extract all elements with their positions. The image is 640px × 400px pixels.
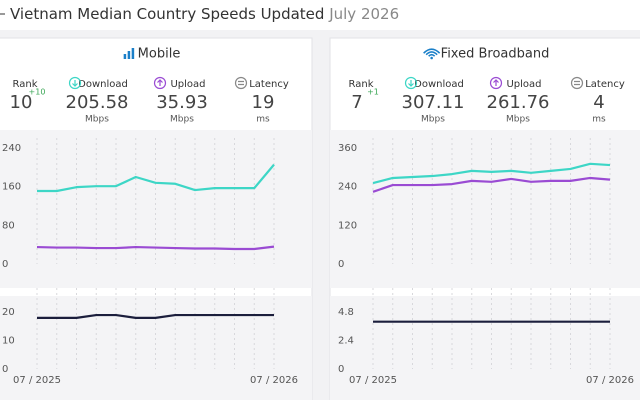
title: Vietnam Median Country Speeds Updated <box>10 5 324 23</box>
stat-value: 35.93 <box>156 92 208 113</box>
stat-icon <box>238 80 244 86</box>
stat-value: 4 <box>593 92 604 113</box>
y-tick-label: 0 <box>338 259 344 270</box>
x-tick-label: 07 / 2026 <box>586 375 634 386</box>
line-series <box>37 313 274 319</box>
stat-value: 205.58 <box>66 92 129 113</box>
stat-value: 261.76 <box>487 92 550 113</box>
stat-label: Download <box>78 79 128 90</box>
stat-label: Latency <box>249 79 289 90</box>
panel-title: Fixed Broadband <box>441 47 550 62</box>
rank-value: 7 <box>351 92 362 113</box>
title-date: July 2026 <box>328 5 399 23</box>
stat-label: Download <box>414 79 464 90</box>
line-series <box>372 176 611 193</box>
y-tick-label: 120 <box>338 220 357 231</box>
latency-plot-bg <box>330 296 640 400</box>
stat-icon <box>234 76 248 90</box>
stat-unit: Mbps <box>421 115 445 125</box>
stat-icon <box>404 76 418 90</box>
stat-unit: Mbps <box>506 115 530 125</box>
y-tick-label: 20 <box>2 307 15 318</box>
stat-icon <box>570 76 584 90</box>
y-tick-label: 240 <box>2 143 21 154</box>
y-tick-label: 80 <box>2 220 15 231</box>
rank-label: Rank <box>349 79 374 90</box>
page-title: Vietnam Median Country Speeds Updated Ju… <box>10 5 399 23</box>
y-tick-label: 0 <box>338 364 344 375</box>
x-tick-label: 07 / 2025 <box>349 375 397 386</box>
y-tick-label: 0 <box>2 259 8 270</box>
stat-icon <box>493 79 499 86</box>
line-series <box>37 163 275 193</box>
stat-label: Latency <box>585 79 625 90</box>
stat-label: Upload <box>506 79 541 90</box>
speed-plot-bg <box>330 130 640 288</box>
stat-value: 19 <box>252 92 275 113</box>
line-series <box>372 162 611 185</box>
stat-icon <box>574 80 580 86</box>
wifi-icon <box>430 56 433 60</box>
rank-label: Rank <box>13 79 38 90</box>
stat-icon <box>408 80 414 87</box>
stat-unit: ms <box>592 115 606 125</box>
stat-icon <box>72 80 78 87</box>
signal-icon <box>131 48 135 59</box>
y-tick-label: 240 <box>338 182 357 193</box>
panel-title: Mobile <box>138 47 181 62</box>
signal-icon <box>127 51 131 59</box>
wifi-icon <box>425 51 438 56</box>
rank-change: +10 <box>29 88 46 97</box>
y-tick-label: 4.8 <box>338 307 354 318</box>
stat-unit: ms <box>256 115 270 125</box>
stat-label: Upload <box>170 79 205 90</box>
stat-icon <box>68 76 82 90</box>
y-tick-label: 2.4 <box>338 336 354 347</box>
rank-value: 10 <box>10 92 33 113</box>
y-tick-label: 360 <box>338 143 357 154</box>
stat-icon <box>153 76 167 90</box>
rank-change: +1 <box>367 88 379 97</box>
wifi-icon <box>428 53 436 57</box>
x-tick-label: 07 / 2025 <box>13 375 61 386</box>
y-tick-label: 10 <box>2 336 15 347</box>
header-bar <box>0 0 640 30</box>
signal-icon <box>123 54 127 59</box>
stat-unit: Mbps <box>85 115 109 125</box>
wifi-icon <box>423 48 441 54</box>
line-series <box>36 245 275 251</box>
stat-icon <box>489 76 503 90</box>
stat-icon <box>157 79 163 86</box>
y-tick-label: 160 <box>2 182 21 193</box>
stat-unit: Mbps <box>170 115 194 125</box>
x-tick-label: 07 / 2026 <box>250 375 298 386</box>
y-tick-label: 0 <box>2 364 8 375</box>
stat-value: 307.11 <box>402 92 465 113</box>
